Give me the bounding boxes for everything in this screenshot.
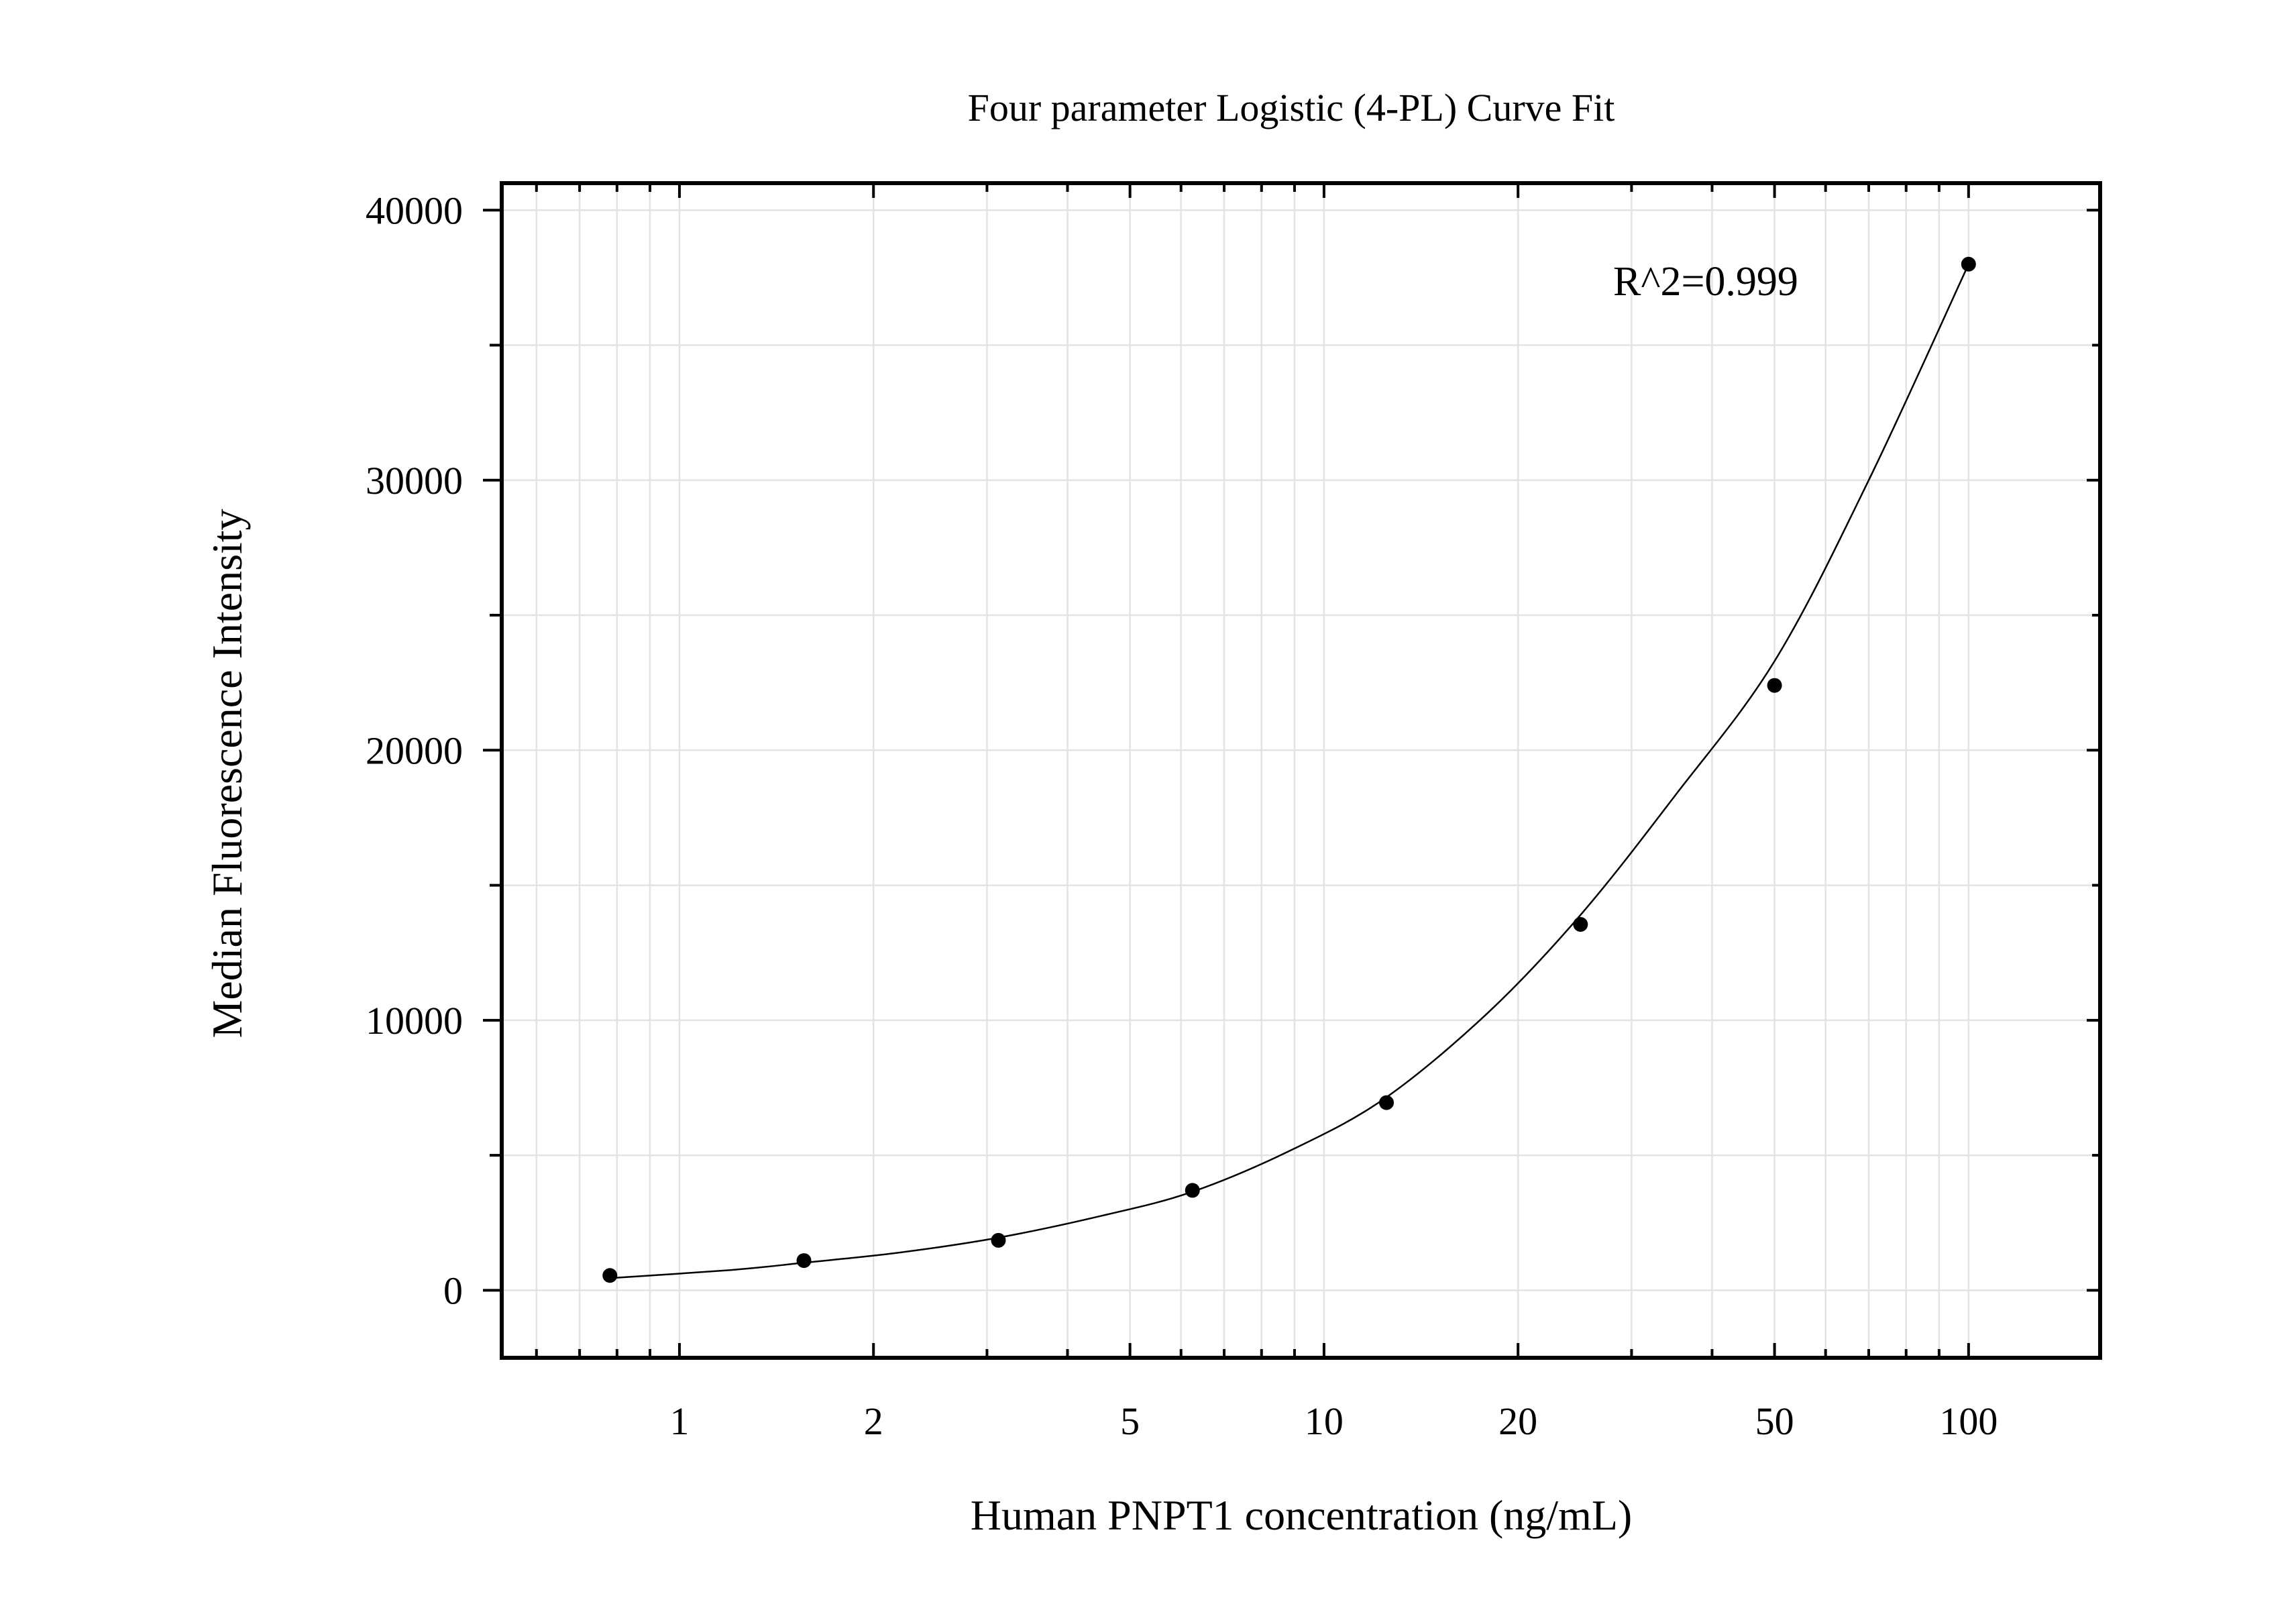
x-tick-label: 100: [1939, 1399, 1998, 1443]
y-tick-label: 20000: [366, 729, 463, 772]
y-tick-label: 40000: [366, 189, 463, 232]
plot-frame: [500, 181, 2102, 1360]
r-squared-annotation: R^2=0.999: [1613, 259, 1798, 305]
data-point: [796, 1253, 812, 1269]
x-tick-label: 20: [1498, 1399, 1537, 1443]
y-axis-label: Median Fluorescence Intensity: [203, 509, 251, 1038]
curve-layer: [610, 264, 1970, 1279]
x-tick-label: 50: [1755, 1399, 1794, 1443]
data-point: [991, 1232, 1006, 1248]
ticks-layer: [483, 183, 2100, 1358]
chart-title: Four parameter Logistic (4-PL) Curve Fit: [968, 86, 1615, 129]
x-axis-label: Human PNPT1 concentration (ng/mL): [971, 1491, 1632, 1539]
points-layer: [602, 256, 1976, 1283]
y-tick-label: 30000: [366, 459, 463, 502]
labels-layer: 1 2 5 10 20 50 100 0 10000 20000 30000 40000: [366, 189, 1998, 1443]
x-tick-label: 10: [1305, 1399, 1344, 1443]
data-point: [1961, 256, 1976, 272]
fit-curve: [610, 264, 1970, 1279]
data-point: [1767, 678, 1782, 693]
data-point: [1185, 1183, 1200, 1198]
x-tick-label: 5: [1120, 1399, 1140, 1443]
grid-layer: [502, 183, 2100, 1358]
data-point: [1573, 916, 1588, 932]
data-point: [602, 1268, 618, 1283]
data-point: [1379, 1095, 1395, 1110]
x-tick-label: 2: [864, 1399, 883, 1443]
y-tick-label: 10000: [366, 999, 463, 1042]
y-tick-label: 0: [443, 1269, 463, 1312]
x-tick-label: 1: [669, 1399, 689, 1443]
